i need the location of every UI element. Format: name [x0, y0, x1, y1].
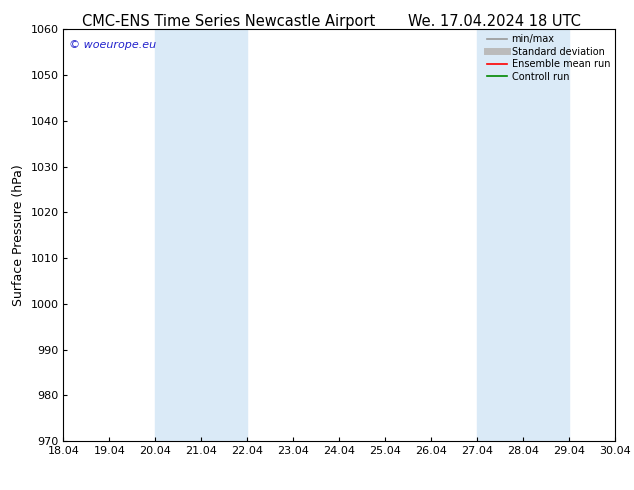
Y-axis label: Surface Pressure (hPa): Surface Pressure (hPa)	[12, 164, 25, 306]
Bar	[477, 29, 569, 441]
Bar	[155, 29, 247, 441]
Text: © woeurope.eu: © woeurope.eu	[69, 40, 156, 49]
Text: We. 17.04.2024 18 UTC: We. 17.04.2024 18 UTC	[408, 14, 581, 29]
Legend: min/max, Standard deviation, Ensemble mean run, Controll run: min/max, Standard deviation, Ensemble me…	[486, 32, 612, 83]
Text: CMC-ENS Time Series Newcastle Airport: CMC-ENS Time Series Newcastle Airport	[82, 14, 375, 29]
